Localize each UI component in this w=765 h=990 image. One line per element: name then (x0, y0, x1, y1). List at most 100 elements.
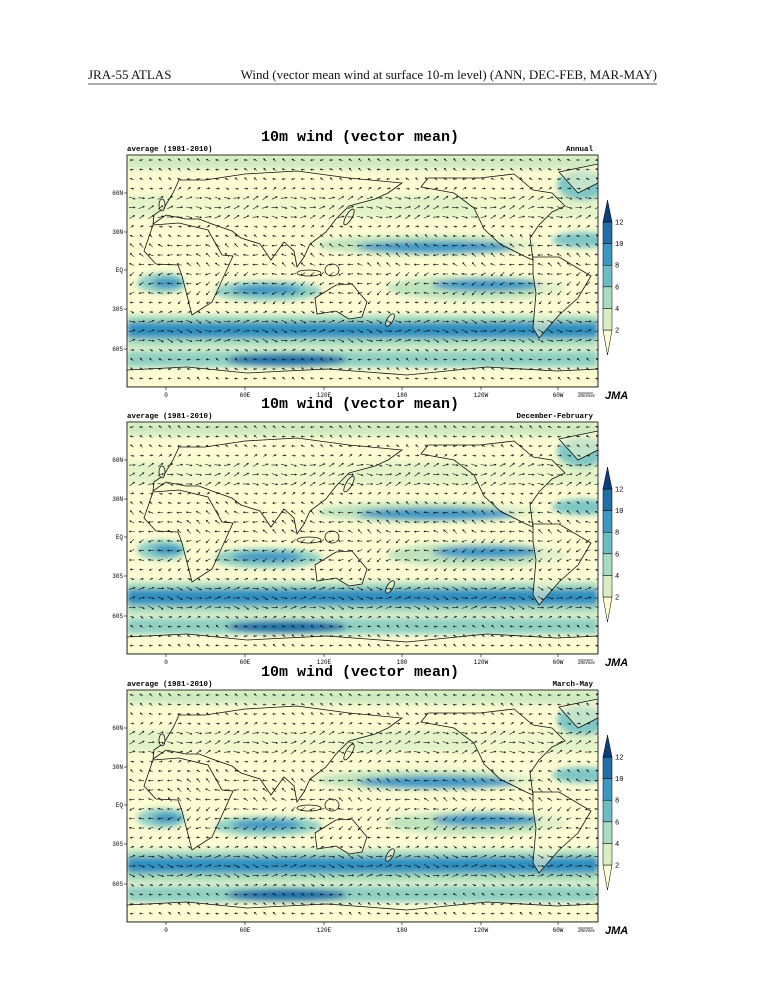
colorbar: 2 4 6 8 10 12 (602, 466, 623, 623)
colorbar-segment (602, 799, 613, 823)
x-label: 120E (317, 392, 332, 399)
map-frame (126, 689, 599, 923)
y-label: 30S (112, 841, 123, 848)
reference-vector-label: 20m/sec (577, 660, 596, 665)
reference-vector-label: 20m/sec (577, 928, 596, 933)
logo: JMA (605, 925, 628, 937)
colorbar-segment (602, 286, 613, 309)
colorbar-segment (602, 756, 613, 779)
colorbar-low (602, 329, 613, 356)
x-label: 0 (164, 392, 168, 399)
x-label: 0 (164, 927, 168, 934)
panel-title: 10m wind (vector mean) (261, 129, 459, 146)
wind-vectors (128, 425, 598, 648)
colorbar-segment (602, 531, 613, 555)
x-label: 60E (240, 659, 251, 666)
map-body (127, 690, 612, 922)
colorbar-tick: 2 (615, 595, 619, 603)
x-label: 0 (164, 659, 168, 666)
y-label: 30N (112, 229, 123, 236)
map-body (127, 155, 612, 387)
panel-subtitle-left: average (1981-2010) (127, 413, 213, 421)
colorbar-segment (602, 575, 613, 598)
map-body (127, 422, 612, 654)
y-label: EQ (116, 802, 124, 809)
colorbar-low (602, 596, 613, 623)
colorbar-tick: 6 (615, 284, 619, 292)
map-frame (126, 421, 599, 655)
panel-title: 10m wind (vector mean) (261, 664, 459, 681)
colorbar-tick: 12 (615, 220, 623, 228)
map-panel: average (1981-2010) December-February 0 60E… (112, 413, 628, 669)
wind-vectors (128, 158, 598, 381)
colorbar-segment (602, 510, 613, 533)
y-label: 30N (112, 764, 123, 771)
header-right: Wind (vector mean wind at surface 10-m l… (241, 67, 657, 82)
colorbar-segment (602, 553, 613, 576)
colorbar: 2 4 6 8 10 12 (602, 199, 623, 356)
colorbar: 2 4 6 8 10 12 (602, 734, 623, 891)
colorbar-tick: 10 (615, 776, 623, 784)
panel-title: 10m wind (vector mean) (261, 396, 459, 413)
y-label: 30S (112, 306, 123, 313)
colorbar-tick: 10 (615, 508, 623, 516)
colorbar-high (602, 466, 613, 490)
colorbar-tick: 4 (615, 841, 619, 849)
wind-vectors (128, 693, 598, 916)
colorbar-tick: 2 (615, 328, 619, 336)
map-panel: average (1981-2010) March-May 0 60E 120E 180 1… (112, 681, 628, 937)
y-label: 60S (112, 613, 123, 620)
y-label: EQ (116, 267, 124, 274)
x-label: 60W (553, 659, 564, 666)
colorbar-low (602, 864, 613, 891)
colorbar-high (602, 734, 613, 758)
colorbar-tick: 10 (615, 241, 623, 249)
y-label: 60S (112, 881, 123, 888)
x-label: 120E (317, 659, 332, 666)
y-label: 30S (112, 573, 123, 580)
map-panel: average (1981-2010) Annual 0 60E 120E 180 120W… (112, 146, 628, 402)
x-label: 60E (240, 392, 251, 399)
map-fields (127, 690, 612, 922)
colorbar-tick: 6 (615, 819, 619, 827)
panel-subtitle-left: average (1981-2010) (127, 681, 213, 689)
logo: JMA (605, 390, 628, 402)
colorbar-tick: 8 (615, 530, 619, 538)
colorbar-segment (602, 778, 613, 801)
colorbar-tick: 4 (615, 306, 619, 314)
panel-subtitle-right: Annual (566, 146, 594, 154)
x-label: 120W (474, 927, 489, 934)
y-label: 30N (112, 496, 123, 503)
x-label: 120W (474, 392, 489, 399)
colorbar-tick: 8 (615, 263, 619, 271)
x-label: 180 (397, 392, 408, 399)
colorbar-tick: 6 (615, 551, 619, 559)
map-fields (127, 155, 612, 387)
colorbar-tick: 2 (615, 863, 619, 871)
panel-subtitle-right: December-February (516, 413, 593, 421)
x-label: 180 (397, 927, 408, 934)
x-label: 60E (240, 927, 251, 934)
map-fields (127, 422, 612, 654)
colorbar-tick: 12 (615, 487, 623, 495)
panel-subtitle-left: average (1981-2010) (127, 146, 213, 154)
colorbar-tick: 4 (615, 573, 619, 581)
colorbar-tick: 8 (615, 798, 619, 806)
y-label: 60S (112, 346, 123, 353)
colorbar-segment (602, 243, 613, 266)
colorbar-segment (602, 264, 613, 288)
colorbar-segment (602, 488, 613, 511)
y-label: 60N (112, 190, 123, 197)
colorbar-segment (602, 221, 613, 244)
y-label: 60N (112, 457, 123, 464)
reference-vector-label: 20m/sec (577, 393, 596, 398)
colorbar-segment (602, 821, 613, 844)
logo: JMA (605, 657, 628, 669)
y-label: 60N (112, 725, 123, 732)
colorbar-segment (602, 843, 613, 866)
x-label: 120E (317, 927, 332, 934)
header-left: JRA-55 ATLAS (88, 67, 171, 82)
x-label: 120W (474, 659, 489, 666)
